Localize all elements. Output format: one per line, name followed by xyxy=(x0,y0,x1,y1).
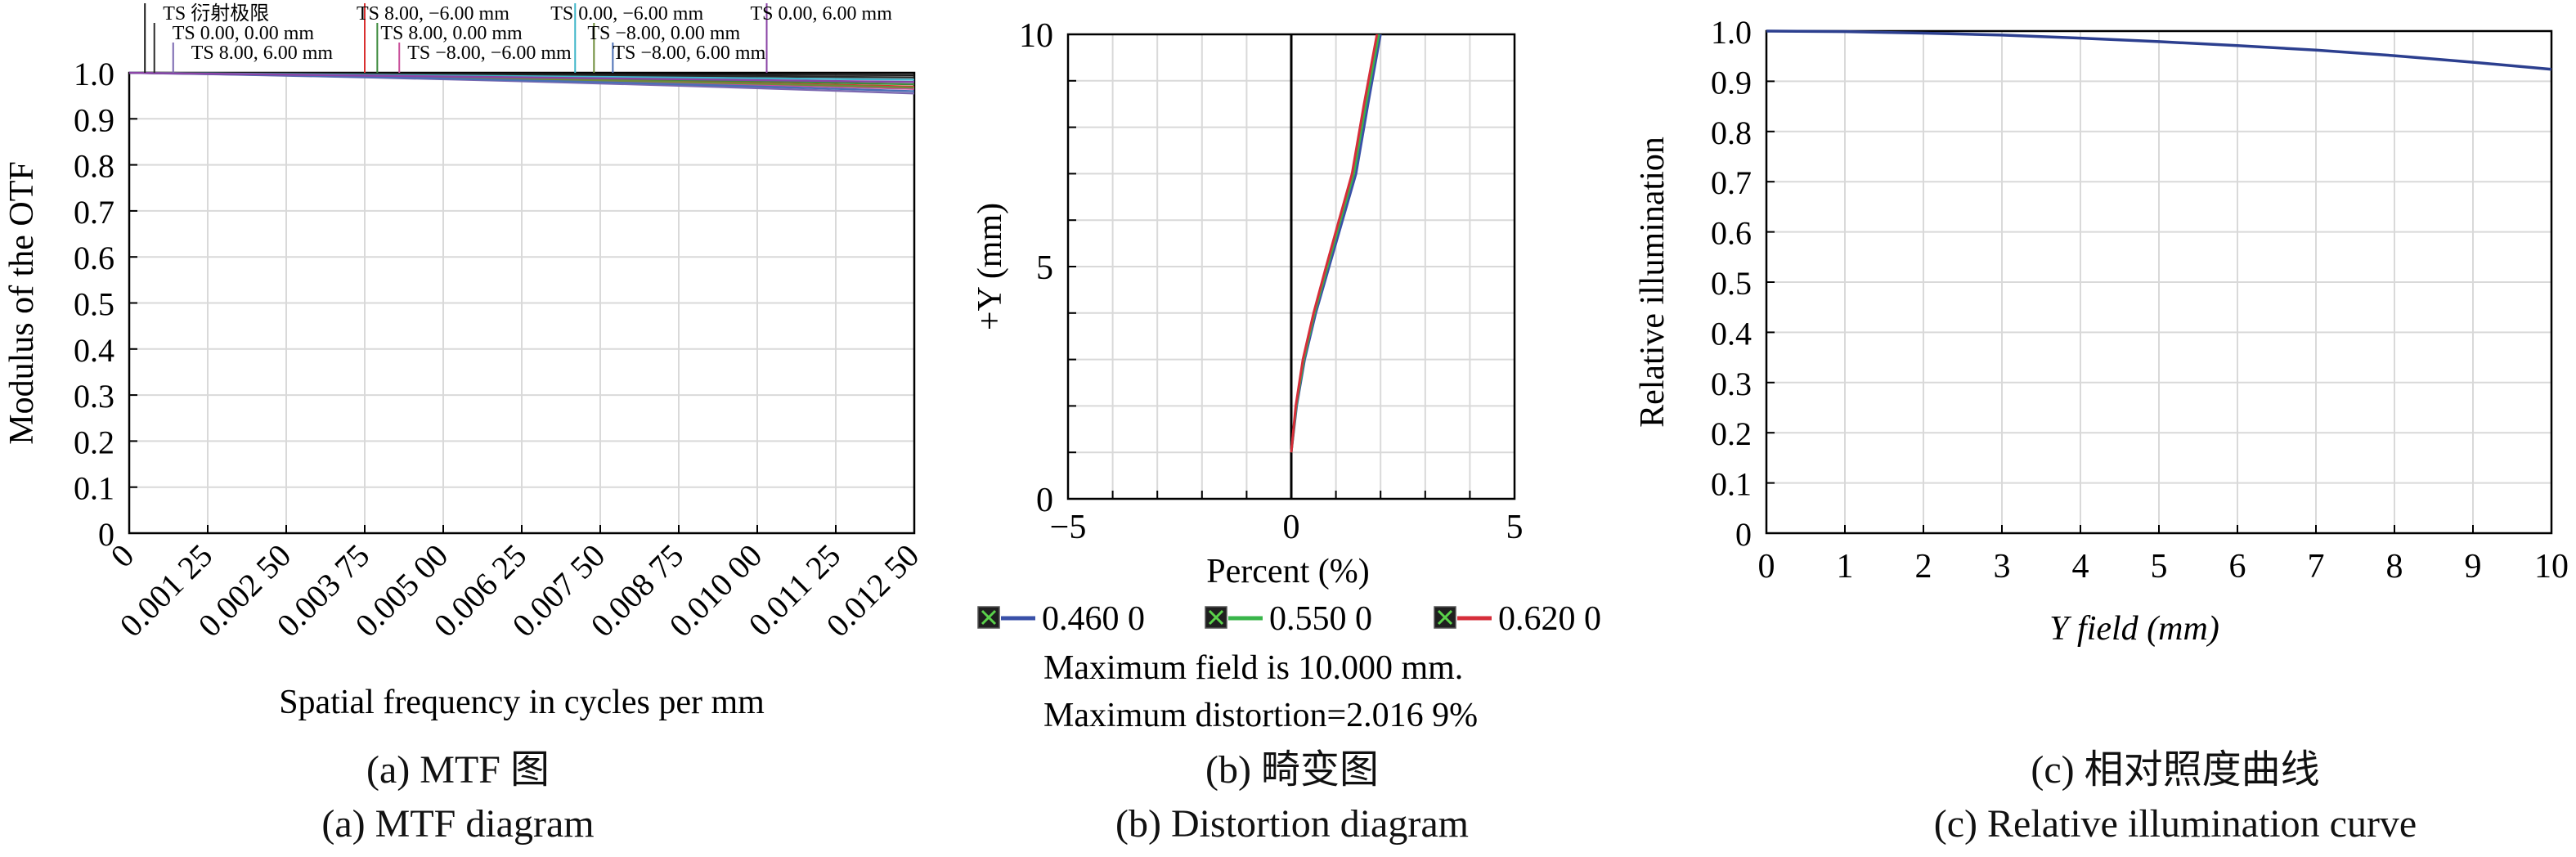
legend-label: TS −8.00, −6.00 mm xyxy=(407,43,572,64)
legend-marker-cross xyxy=(1208,609,1224,626)
max-distortion-note: Maximum distortion=2.016 9% xyxy=(1043,697,1478,734)
y-tick-label: 0 xyxy=(1036,482,1053,519)
y-tick-label: 10 xyxy=(1019,17,1053,55)
legend-label: 0.550 0 xyxy=(1269,600,1372,638)
legend-label: TS 8.00, −6.00 mm xyxy=(357,3,509,25)
relative-illumination-chart: 0 0.1 0.2 0.3 0.4 0.5 0.6 0.7 0.8 0.9 1.0 0 1 2 3 4 5 6 7 8… xyxy=(1634,14,2569,648)
y-tick-label: 0.6 xyxy=(1711,215,1752,252)
caption-b-en: (b) Distortion diagram xyxy=(1115,802,1469,846)
y-tick-label: 0.2 xyxy=(1711,415,1752,452)
y-tick-label: 0.5 xyxy=(1711,265,1752,302)
legend-marker-cross xyxy=(1437,609,1453,626)
x-tick-label: 0 xyxy=(103,537,141,575)
x-tick-label: −5 xyxy=(1050,509,1087,546)
caption-b-zh: (b) 畸变图 xyxy=(1205,748,1379,792)
plot-frame xyxy=(128,71,916,535)
x-axis-label: Y field (mm) xyxy=(2049,610,2219,648)
caption-a-zh: (a) MTF 图 xyxy=(366,748,550,792)
y-tick-label: 0.9 xyxy=(74,101,114,138)
caption-a-en: (a) MTF diagram xyxy=(321,802,595,846)
y-tick-label: 1.0 xyxy=(74,56,114,92)
legend-label: TS 0.00, 6.00 mm xyxy=(751,3,893,25)
legend-label: TS −8.00, 6.00 mm xyxy=(613,43,765,64)
legend-label: 0.460 0 xyxy=(1042,600,1145,638)
mtf-chart: 00.10.20.30.40.50.60.70.80.91.000.001 25… xyxy=(3,2,926,721)
y-tick-label: 0.8 xyxy=(1711,114,1752,151)
mtf-series-line xyxy=(128,71,915,83)
x-tick-label: 0 xyxy=(1283,509,1300,546)
y-tick-label: 0.7 xyxy=(1711,164,1752,201)
plot-frame xyxy=(1765,29,2553,535)
caption-c-en: (c) Relative illumination curve xyxy=(1933,802,2417,846)
caption-c-zh: (c) 相对照度曲线 xyxy=(2031,748,2320,792)
x-tick-label: 10 xyxy=(2534,548,2569,586)
y-tick-label: 0.8 xyxy=(74,148,114,185)
y-axis-label: Modulus of the OTF xyxy=(3,161,41,445)
max-field-note: Maximum field is 10.000 mm. xyxy=(1043,649,1463,687)
y-tick-label: 0.2 xyxy=(74,424,114,460)
legend-label: TS 8.00, 0.00 mm xyxy=(380,23,523,44)
y-tick-label: 0.4 xyxy=(1711,315,1752,352)
y-tick-label: 0.5 xyxy=(74,286,114,323)
y-tick-label: 0.3 xyxy=(74,378,114,415)
relative-illumination-line xyxy=(1766,29,2552,71)
x-tick-label: 6 xyxy=(2229,548,2246,586)
legend-label: TS 0.00, 0.00 mm xyxy=(173,23,315,44)
x-tick-label: 0 xyxy=(1758,548,1775,586)
legend-label: TS 8.00, 6.00 mm xyxy=(191,43,334,64)
x-axis-label: Percent (%) xyxy=(1206,553,1369,590)
x-tick-label: 5 xyxy=(1506,509,1524,546)
x-axis-label: Spatial frequency in cycles per mm xyxy=(279,684,765,721)
x-tick-label: 8 xyxy=(2386,548,2403,586)
y-tick-label: 0.1 xyxy=(1711,466,1752,503)
x-tick-label: 3 xyxy=(1994,548,2011,586)
y-tick-label: 0.3 xyxy=(1711,366,1752,402)
y-tick-label: 1.0 xyxy=(1711,14,1752,51)
x-tick-label: 9 xyxy=(2465,548,2482,586)
legend-label: TS −8.00, 0.00 mm xyxy=(587,23,740,44)
y-tick-label: 0 xyxy=(98,516,114,553)
x-tick-label: 5 xyxy=(2151,548,2168,586)
legend-label: TS 衍射极限 xyxy=(163,2,269,25)
y-axis-label: Relative illumination xyxy=(1634,137,1672,428)
y-tick-label: 0.1 xyxy=(74,470,114,507)
y-tick-label: 0.7 xyxy=(74,194,114,231)
x-tick-label: 4 xyxy=(2072,548,2089,586)
x-tick-label: 2 xyxy=(1915,548,1932,586)
y-tick-label: 0.9 xyxy=(1711,64,1752,101)
y-tick-label: 0.6 xyxy=(74,240,114,276)
x-tick-label: 7 xyxy=(2308,548,2325,586)
y-tick-label: 0.4 xyxy=(74,332,114,369)
y-tick-label: 0 xyxy=(1735,516,1752,553)
legend-marker-cross xyxy=(981,609,997,626)
legend-label: 0.620 0 xyxy=(1498,600,1601,638)
distortion-series-line xyxy=(1290,34,1379,453)
y-tick-label: 5 xyxy=(1036,249,1053,287)
y-axis-label: +Y (mm) xyxy=(972,203,1009,330)
legend-label: TS 0.00, −6.00 mm xyxy=(550,3,703,25)
x-tick-label: 1 xyxy=(1837,548,1854,586)
